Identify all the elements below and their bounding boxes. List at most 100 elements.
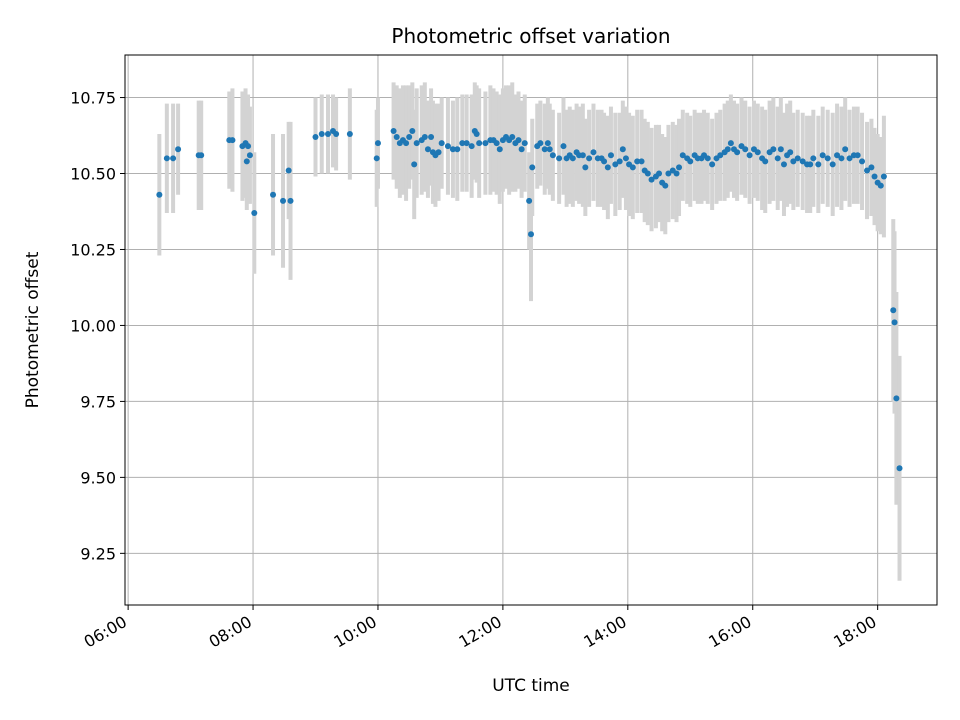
data-point (746, 152, 753, 159)
data-point (819, 152, 826, 159)
data-point (549, 152, 556, 159)
data-point (468, 143, 475, 150)
data-point (612, 161, 619, 168)
data-point (435, 149, 442, 156)
data-point (285, 167, 292, 174)
data-point (770, 146, 777, 153)
data-point (790, 158, 797, 165)
x-axis-label: UTC time (492, 676, 570, 696)
data-point (604, 164, 611, 171)
data-point (704, 155, 711, 162)
data-point (424, 146, 431, 153)
data-point (544, 140, 551, 147)
data-point (444, 143, 451, 150)
data-point (727, 140, 734, 147)
data-point (390, 127, 397, 134)
data-point (890, 307, 897, 314)
data-point (724, 146, 731, 153)
data-point (619, 146, 626, 153)
data-point (799, 158, 806, 165)
data-point (459, 140, 466, 147)
data-point (777, 146, 784, 153)
data-point (880, 173, 887, 180)
data-point (287, 197, 294, 204)
data-point (493, 140, 500, 147)
data-point (476, 140, 483, 147)
data-point (629, 164, 636, 171)
data-point (687, 158, 694, 165)
y-tick-label: 10.75 (70, 89, 116, 108)
data-point (864, 167, 871, 174)
data-point (546, 146, 553, 153)
data-point (406, 134, 413, 141)
y-tick-label: 9.75 (80, 392, 116, 411)
data-point (569, 155, 576, 162)
data-point (473, 131, 480, 138)
data-point (163, 155, 170, 162)
data-point (871, 173, 878, 180)
data-point (582, 164, 589, 171)
data-point (560, 143, 567, 150)
data-point (229, 137, 236, 144)
data-point (590, 149, 597, 156)
data-point (518, 146, 525, 153)
y-tick-label: 10.25 (70, 240, 116, 259)
data-point (679, 152, 686, 159)
data-point (665, 170, 672, 177)
data-point (787, 149, 794, 156)
data-points (156, 127, 903, 472)
data-point (676, 164, 683, 171)
data-point (463, 140, 470, 147)
chart-title: Photometric offset variation (391, 24, 670, 48)
data-point (762, 158, 769, 165)
data-point (403, 140, 410, 147)
data-point (780, 161, 787, 168)
data-point (526, 197, 533, 204)
data-point (815, 161, 822, 168)
data-point (859, 158, 866, 165)
data-point (346, 131, 353, 138)
data-point (374, 140, 381, 147)
data-point (842, 146, 849, 153)
data-point (243, 158, 250, 165)
data-point (333, 131, 340, 138)
data-point (556, 155, 563, 162)
data-point (270, 191, 277, 198)
data-point (634, 158, 641, 165)
plot-frame (124, 54, 938, 606)
data-point (838, 155, 845, 162)
data-point (454, 146, 461, 153)
data-point (198, 152, 205, 159)
data-point (373, 155, 380, 162)
data-point (409, 127, 416, 134)
data-point (393, 134, 400, 141)
y-tick-label: 10.50 (70, 165, 116, 184)
data-point (868, 164, 875, 171)
data-point (496, 146, 503, 153)
data-point (742, 146, 749, 153)
data-point (246, 152, 253, 159)
data-point (515, 137, 522, 144)
y-tick-label: 9.50 (80, 468, 116, 487)
data-point (638, 158, 645, 165)
data-point (537, 140, 544, 147)
data-point (428, 134, 435, 141)
data-point (807, 161, 814, 168)
y-tick-label: 9.25 (80, 544, 116, 563)
data-point (622, 155, 629, 162)
data-point (810, 155, 817, 162)
y-axis-ticks: 9.25 9.50 9.75 10.00 10.25 10.50 10.75 (70, 89, 125, 563)
data-point (754, 149, 761, 156)
data-point (312, 134, 319, 141)
data-point (528, 231, 534, 238)
data-point (709, 161, 716, 168)
data-point (644, 170, 651, 177)
data-point (325, 131, 331, 138)
data-point (251, 210, 258, 217)
data-point (449, 146, 456, 153)
data-point (854, 152, 861, 159)
data-point (896, 465, 903, 472)
data-point (734, 149, 741, 156)
data-point (411, 161, 418, 168)
